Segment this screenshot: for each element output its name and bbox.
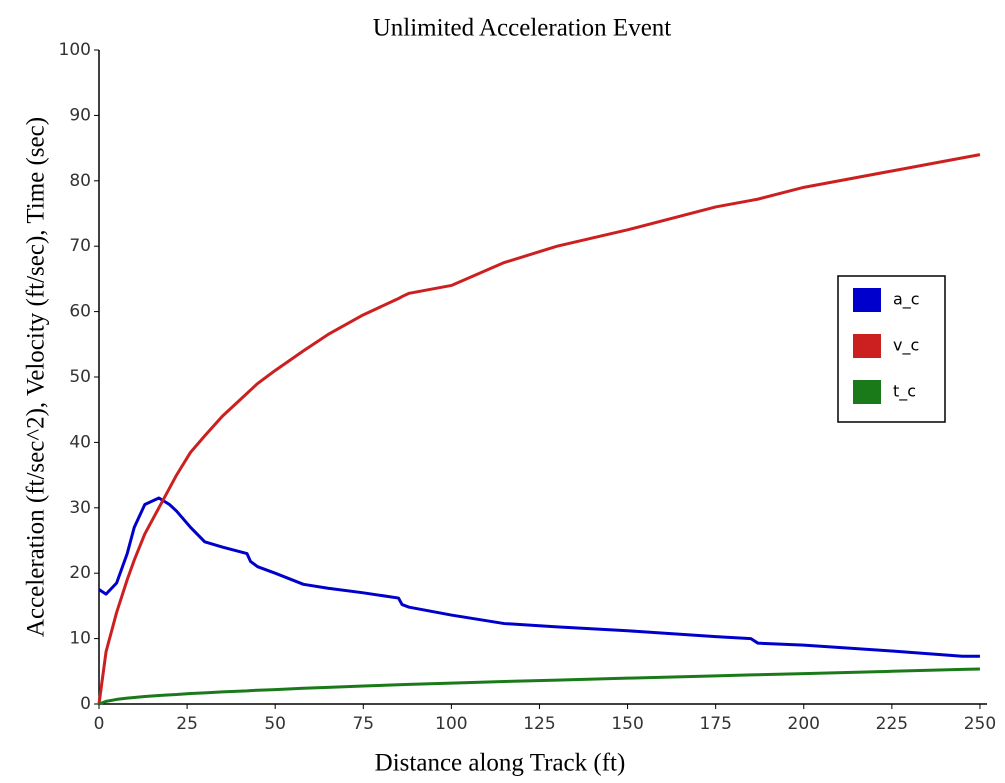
y-tick-label: 40 (69, 432, 91, 452)
y-tick-label: 70 (69, 236, 91, 256)
x-axis-label: Distance along Track (ft) (375, 750, 626, 777)
x-tick-label: 200 (788, 714, 820, 734)
y-tick-label: 100 (59, 40, 91, 60)
data-line (98, 496, 980, 658)
y-tick-label: 90 (69, 105, 91, 125)
x-tick-label: 250 (964, 714, 996, 734)
legend-label: v_c (893, 336, 919, 356)
y-tick-label: 10 (69, 629, 91, 649)
y-tick-label: 20 (69, 563, 91, 583)
legend-swatch (853, 380, 881, 404)
x-tick-label: 50 (264, 714, 286, 734)
x-tick-label: 175 (699, 714, 731, 734)
legend-swatch (853, 288, 881, 312)
x-tick-label: 125 (523, 714, 555, 734)
x-tick-label: 225 (876, 714, 908, 734)
legend-label: t_c (893, 382, 916, 402)
y-tick-label: 0 (80, 694, 91, 714)
data-line (97, 153, 981, 705)
x-tick-label: 100 (435, 714, 467, 734)
y-tick-label: 80 (69, 171, 91, 191)
y-tick-label: 30 (69, 498, 91, 518)
y-axis-label: Acceleration (ft/sec^2), Velocity (ft/se… (23, 117, 50, 637)
data-line (98, 667, 980, 706)
x-tick-label: 0 (94, 714, 105, 734)
chart-title: Unlimited Acceleration Event (373, 15, 672, 42)
legend-label: a_c (893, 290, 920, 310)
y-tick-label: 60 (69, 302, 91, 322)
x-tick-label: 150 (611, 714, 643, 734)
legend-swatch (853, 334, 881, 358)
x-tick-label: 75 (352, 714, 374, 734)
y-tick-label: 50 (69, 367, 91, 387)
x-tick-label: 25 (176, 714, 198, 734)
